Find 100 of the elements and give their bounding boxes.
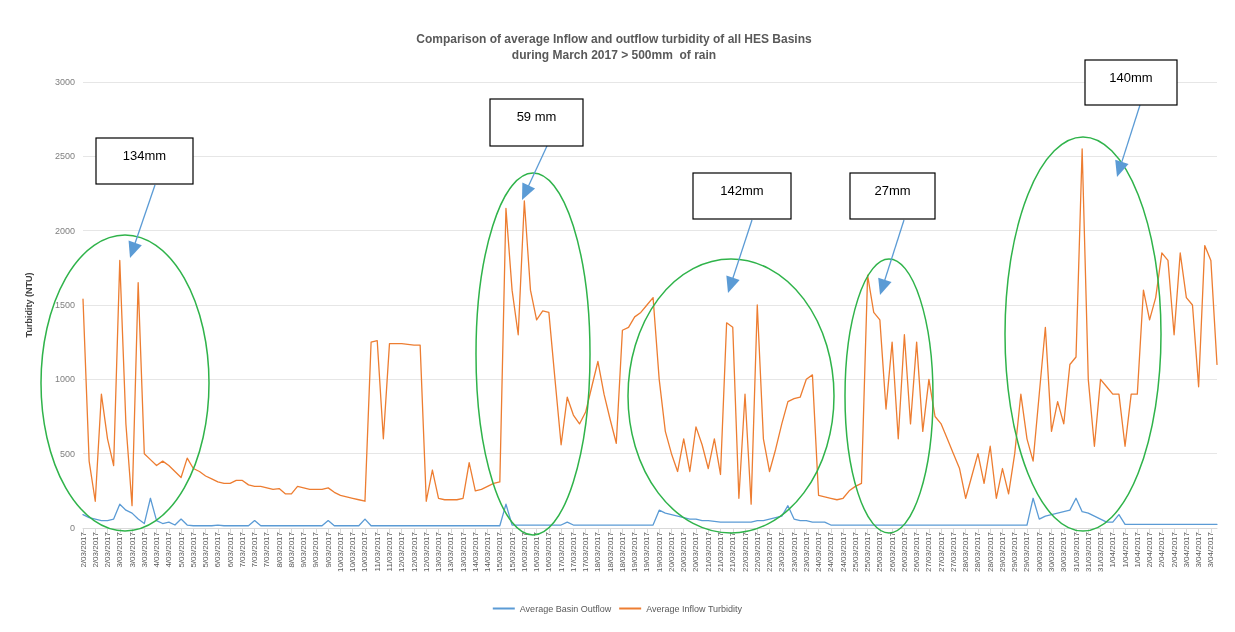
x-tick-label: 20/03/2017	[691, 531, 701, 573]
x-tick-label: 18/03/2017	[593, 531, 603, 573]
x-tick-label: 13/03/2017	[434, 531, 444, 573]
legend-label: Average Inflow Turbidity	[646, 603, 743, 614]
y-tick-label: 2500	[54, 151, 75, 162]
x-tick-label: 13/03/2017	[446, 531, 456, 573]
y-tick-label: 1000	[54, 374, 75, 385]
x-tick-label: 12/03/2017	[421, 531, 431, 573]
x-tick-label: 10/03/2017	[348, 531, 358, 573]
x-tick-label: 24/03/2017	[826, 531, 836, 573]
x-tick-label: 11/03/2017	[384, 531, 394, 572]
x-tick-label: 23/03/2017	[777, 531, 787, 573]
x-tick-label: 30/03/2017	[1034, 531, 1044, 573]
x-tick-label: 24/03/2017	[838, 531, 848, 573]
annotation: 142mm	[720, 183, 764, 198]
x-tick-label: 4/03/2017	[164, 531, 174, 568]
x-tick-label: 1/04/2017	[1120, 531, 1130, 568]
x-tick-label: 21/03/2017	[715, 531, 725, 573]
x-tick-label: 16/03/2017	[532, 531, 542, 573]
x-tick-label: 25/03/2017	[850, 531, 860, 573]
x-tick-label: 5/03/2017	[176, 531, 186, 568]
x-tick-label: 2/03/2017	[103, 531, 113, 568]
x-tick-label: 3/04/2017	[1206, 531, 1216, 568]
x-tick-label: 11/03/2017	[372, 531, 382, 572]
annotation: 27mm	[874, 183, 911, 198]
x-tick-label: 31/03/2017	[1083, 531, 1093, 573]
x-tick-label: 10/03/2017	[360, 531, 370, 573]
y-tick-label: 0	[69, 523, 75, 533]
x-tick-label: 23/03/2017	[801, 531, 811, 573]
x-tick-label: 2/03/2017	[78, 531, 88, 568]
x-tick-label: 19/03/2017	[642, 531, 652, 573]
x-tick-label: 27/03/2017	[948, 531, 958, 573]
x-tick-label: 22/03/2017	[740, 531, 750, 573]
x-tick-label: 8/03/2017	[286, 531, 296, 568]
x-tick-label: 16/03/2017	[519, 531, 529, 573]
x-tick-label: 14/03/2017	[470, 531, 480, 573]
x-tick-label: 17/03/2017	[581, 531, 591, 573]
x-tick-label: 30/03/2017	[1059, 531, 1069, 573]
x-tick-label: 14/03/2017	[483, 531, 493, 573]
x-tick-label: 15/03/2017	[507, 531, 517, 573]
x-tick-label: 13/03/2017	[458, 531, 468, 573]
annotation: 134mm	[122, 148, 167, 163]
x-tick-label: 2/03/2017	[90, 531, 100, 568]
x-tick-label: 17/03/2017	[568, 531, 578, 573]
x-tick-label: 1/04/2017	[1108, 531, 1118, 568]
x-tick-label: 1/04/2017	[1132, 531, 1142, 568]
x-tick-label: 25/03/2017	[863, 531, 873, 573]
x-tick-label: 7/03/2017	[262, 531, 272, 568]
x-tick-label: 6/03/2017	[225, 531, 235, 568]
x-tick-label: 21/03/2017	[703, 531, 713, 573]
x-tick-label: 18/03/2017	[617, 531, 627, 573]
annotation: 140mm	[1109, 70, 1153, 85]
x-tick-label: 21/03/2017	[728, 531, 738, 573]
x-tick-label: 23/03/2017	[789, 531, 799, 573]
x-tick-label: 26/03/2017	[899, 531, 909, 573]
x-tick-label: 27/03/2017	[936, 531, 946, 573]
x-tick-label: 20/03/2017	[679, 531, 689, 573]
x-tick-label: 29/03/2017	[1022, 531, 1032, 573]
x-tick-label: 3/04/2017	[1181, 531, 1191, 568]
x-tick-label: 29/03/2017	[997, 531, 1007, 573]
legend-label: Average Basin Outflow	[519, 603, 612, 614]
x-tick-label: 25/03/2017	[875, 531, 885, 573]
x-tick-label: 7/03/2017	[237, 531, 247, 568]
x-tick-label: 19/03/2017	[630, 531, 640, 573]
x-tick-label: 9/03/2017	[299, 531, 309, 568]
x-tick-label: 3/03/2017	[115, 531, 125, 568]
y-tick-label: 500	[59, 448, 75, 459]
chart-subtitle: during March 2017 > 500mm of rain	[511, 48, 717, 62]
x-tick-label: 12/03/2017	[397, 531, 407, 573]
x-tick-label: 10/03/2017	[335, 531, 345, 573]
x-tick-label: 5/03/2017	[201, 531, 211, 568]
x-tick-label: 27/03/2017	[924, 531, 934, 573]
x-tick-label: 9/03/2017	[323, 531, 333, 568]
x-tick-label: 22/03/2017	[765, 531, 775, 573]
x-tick-label: 31/03/2017	[1096, 531, 1106, 573]
x-tick-label: 3/04/2017	[1194, 531, 1204, 568]
x-tick-label: 26/03/2017	[912, 531, 922, 573]
x-tick-label: 8/03/2017	[274, 531, 284, 568]
x-tick-label: 3/03/2017	[139, 531, 149, 568]
x-tick-label: 17/03/2017	[556, 531, 566, 573]
x-tick-label: 26/03/2017	[887, 531, 897, 573]
chart-title: Comparison of average Inflow and outflow turbidity of all HES Basins	[416, 32, 813, 46]
x-tick-label: 19/03/2017	[654, 531, 664, 573]
y-tick-label: 3000	[54, 77, 75, 87]
x-tick-label: 15/03/2017	[495, 531, 505, 573]
x-tick-label: 12/03/2017	[409, 531, 419, 573]
x-tick-label: 2/04/2017	[1145, 531, 1155, 568]
x-tick-label: 2/04/2017	[1169, 531, 1179, 568]
x-tick-label: 24/03/2017	[814, 531, 824, 573]
x-tick-label: 28/03/2017	[985, 531, 995, 573]
y-tick-label: 1500	[54, 300, 75, 310]
x-tick-label: 16/03/2017	[544, 531, 554, 573]
x-tick-label: 28/03/2017	[961, 531, 971, 573]
y-axis-title: Turbidity (NTU)	[23, 272, 34, 338]
y-tick-label: 2000	[54, 225, 75, 236]
x-tick-label: 29/03/2017	[1010, 531, 1020, 573]
x-tick-label: 31/03/2017	[1071, 531, 1081, 573]
x-tick-label: 4/03/2017	[152, 531, 162, 568]
x-tick-label: 7/03/2017	[250, 531, 260, 568]
x-tick-label: 6/03/2017	[213, 531, 223, 568]
